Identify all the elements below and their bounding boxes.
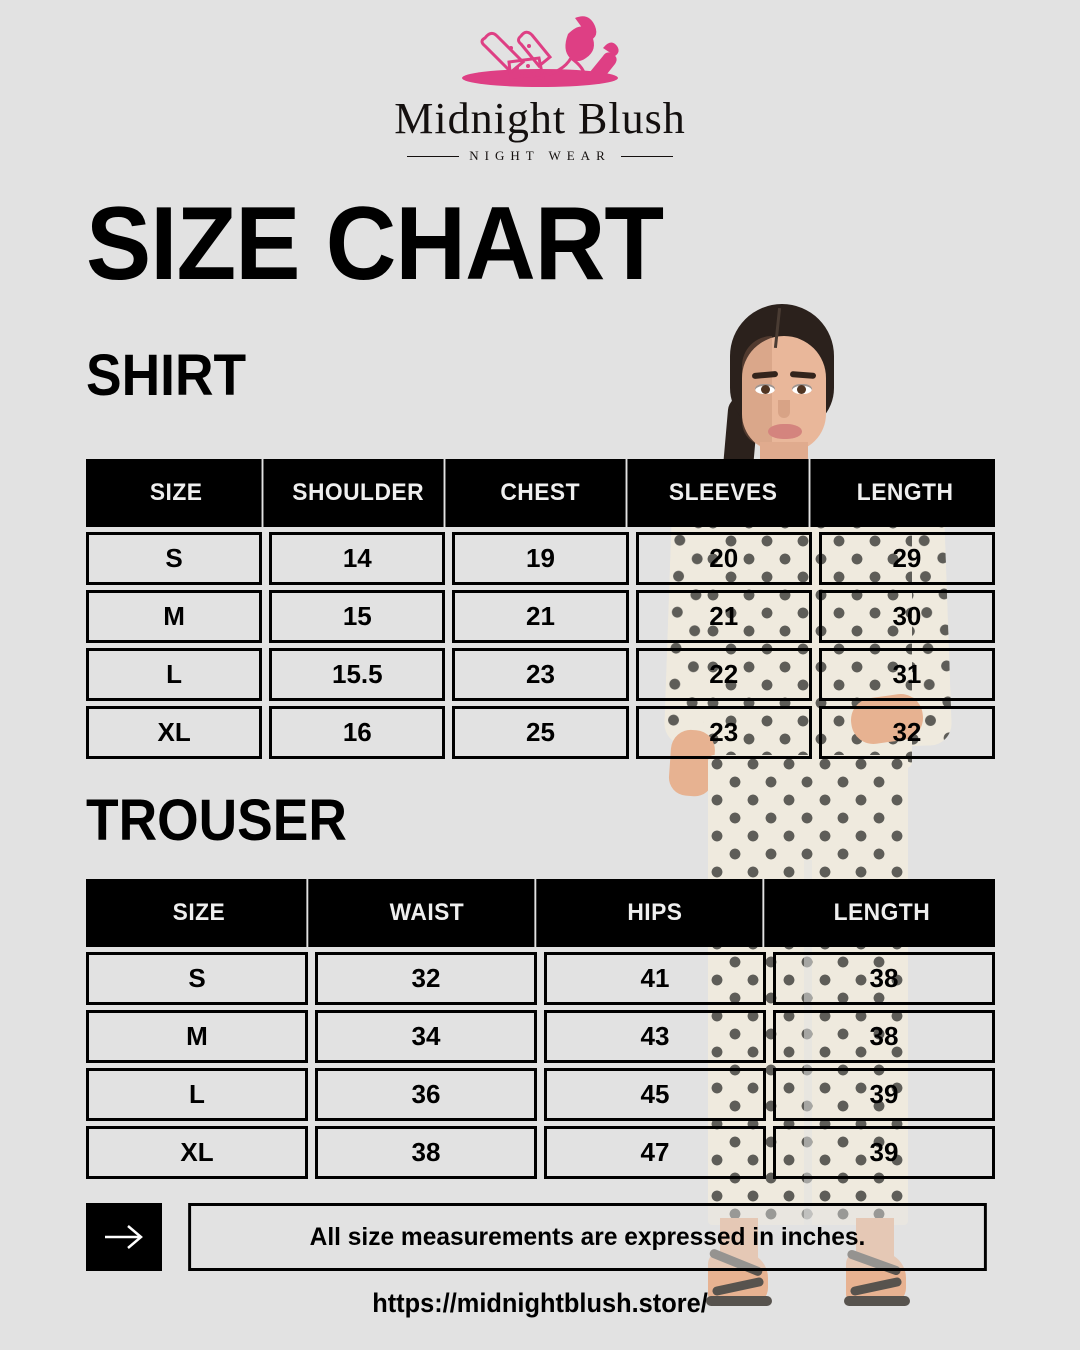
shirt-col-sleeves: SLEEVES	[637, 459, 811, 527]
model-nose	[778, 400, 790, 418]
cell-length: 38	[773, 1010, 995, 1063]
cell-length: 31	[818, 648, 996, 701]
cell-hips: 43	[544, 1010, 766, 1063]
arrow-right-icon[interactable]	[86, 1203, 162, 1271]
page-title: SIZE CHART	[86, 186, 664, 302]
table-row: S 14 19 20 29	[86, 532, 996, 585]
cell-chest: 23	[452, 648, 629, 701]
table-row: S 32 41 38	[86, 952, 995, 1005]
trouser-col-size: SIZE	[92, 879, 309, 947]
model-pupil-left	[761, 385, 770, 394]
table-row: M 34 43 38	[86, 1010, 995, 1063]
cell-size: XL	[86, 1126, 308, 1179]
cell-length: 38	[773, 952, 995, 1005]
shirt-table-header-row: SIZE SHOULDER CHEST SLEEVES LENGTH	[86, 459, 995, 527]
cell-shoulder: 15.5	[269, 648, 446, 701]
table-row: L 36 45 39	[86, 1068, 995, 1121]
table-row: XL 38 47 39	[86, 1126, 995, 1179]
shirt-col-shoulder: SHOULDER	[273, 459, 446, 527]
shirt-col-chest: CHEST	[455, 459, 629, 527]
brand-tagline: NIGHT WEAR	[469, 148, 611, 164]
cell-size: L	[86, 1068, 308, 1121]
cell-length: 32	[818, 706, 996, 759]
cell-length: 39	[773, 1068, 995, 1121]
section-heading-trouser: TROUSER	[86, 788, 347, 853]
footer-note-bar: All size measurements are expressed in i…	[86, 1203, 995, 1271]
table-row: M 15 21 21 30	[86, 590, 996, 643]
trouser-col-waist: WAIST	[319, 879, 536, 947]
cell-shoulder: 16	[269, 706, 446, 759]
logo-rule-left	[407, 155, 460, 157]
model-pupil-right	[797, 385, 806, 394]
shirt-col-length: LENGTH	[856, 479, 954, 506]
model-eyebrow-left	[751, 370, 779, 380]
model-hair	[730, 304, 834, 432]
cell-size: M	[86, 590, 263, 643]
section-heading-shirt: SHIRT	[86, 343, 247, 408]
cell-chest: 25	[452, 706, 629, 759]
trouser-table-header-row: SIZE WAIST HIPS LENGTH	[86, 879, 995, 947]
model-hair-part	[773, 307, 782, 349]
trouser-size-table: SIZE WAIST HIPS LENGTH S 32 41 38 M 34 4…	[86, 879, 995, 1179]
shirt-col-size: SIZE	[91, 459, 264, 527]
model-eyebrow-right	[789, 371, 817, 379]
cell-sleeves: 22	[635, 648, 812, 701]
cell-size: M	[86, 1010, 308, 1063]
trouser-col-hips: HIPS	[547, 879, 764, 947]
cell-waist: 34	[315, 1010, 537, 1063]
brand-name: Midnight Blush	[394, 94, 686, 143]
store-url[interactable]: https://midnightblush.store/	[372, 1288, 708, 1318]
trouser-col-length: LENGTH	[833, 899, 931, 926]
brand-logo: Midnight Blush NIGHT WEAR	[0, 14, 1080, 164]
model-eye-right	[792, 384, 812, 394]
cell-hips: 47	[544, 1126, 766, 1179]
cell-shoulder: 15	[269, 590, 446, 643]
cell-waist: 36	[315, 1068, 537, 1121]
shirt-size-table: SIZE SHOULDER CHEST SLEEVES LENGTH S 14 …	[86, 459, 996, 759]
cell-chest: 21	[452, 590, 629, 643]
cell-size: L	[86, 648, 263, 701]
table-row: L 15.5 23 22 31	[86, 648, 996, 701]
model-lips	[768, 424, 802, 439]
cell-size: S	[86, 952, 308, 1005]
cell-length: 39	[773, 1126, 995, 1179]
cell-size: XL	[86, 706, 263, 759]
cell-sleeves: 20	[635, 532, 812, 585]
cell-waist: 32	[315, 952, 537, 1005]
cell-sleeves: 21	[635, 590, 812, 643]
measurement-note: All size measurements are expressed in i…	[188, 1203, 987, 1271]
cell-size: S	[86, 532, 263, 585]
model-face	[742, 336, 826, 452]
table-row: XL 16 25 23 32	[86, 706, 996, 759]
cell-shoulder: 14	[269, 532, 446, 585]
cell-length: 29	[818, 532, 996, 585]
cell-chest: 19	[452, 532, 629, 585]
model-face-shading	[742, 336, 772, 446]
cell-hips: 45	[544, 1068, 766, 1121]
reclining-woman-icon	[425, 14, 655, 92]
model-eye-left	[755, 384, 775, 394]
cell-hips: 41	[544, 952, 766, 1005]
cell-waist: 38	[315, 1126, 537, 1179]
cell-length: 30	[818, 590, 996, 643]
cell-sleeves: 23	[635, 706, 812, 759]
logo-rule-right	[620, 155, 673, 157]
